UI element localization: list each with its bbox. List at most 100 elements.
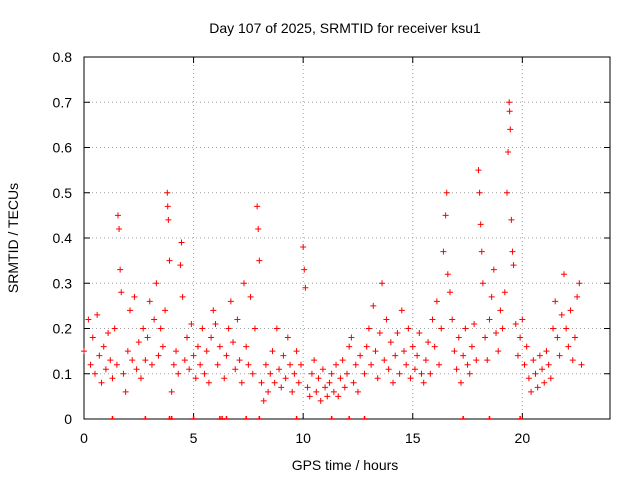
data-point xyxy=(507,126,514,133)
baseline-point xyxy=(109,416,116,420)
data-point xyxy=(333,361,340,368)
data-point xyxy=(486,316,493,323)
data-point xyxy=(238,379,245,386)
y-tick-label: 0 xyxy=(64,411,72,427)
data-point xyxy=(245,361,252,368)
data-point xyxy=(431,343,438,350)
data-point xyxy=(159,343,166,350)
data-point xyxy=(523,343,530,350)
data-point xyxy=(190,352,197,359)
data-point xyxy=(370,302,377,309)
data-point xyxy=(497,307,504,314)
data-point xyxy=(258,379,265,386)
data-point xyxy=(363,343,370,350)
data-point xyxy=(429,316,436,323)
data-point xyxy=(571,334,578,341)
data-point xyxy=(493,330,500,337)
data-point xyxy=(539,366,546,373)
data-point xyxy=(344,370,350,377)
data-point xyxy=(453,366,460,373)
data-point xyxy=(135,339,142,346)
data-point xyxy=(560,271,567,278)
axis-ticks: 0 5 10 15 20 0 0.1 0.2 0.3 0.4 0.5 0.6 0.7 0.8 xyxy=(53,49,610,446)
data-point xyxy=(100,343,107,350)
data-point xyxy=(444,271,451,278)
data-point xyxy=(184,334,191,341)
data-point xyxy=(102,366,109,373)
data-point xyxy=(173,348,180,355)
baseline-point xyxy=(486,416,493,420)
data-point xyxy=(346,343,353,350)
data-point xyxy=(153,280,160,287)
data-point xyxy=(569,357,576,364)
data-point xyxy=(503,189,510,196)
data-point xyxy=(506,108,513,115)
data-point xyxy=(403,361,410,368)
data-point xyxy=(142,357,149,364)
data-point xyxy=(165,216,172,223)
data-point xyxy=(234,316,241,323)
data-point xyxy=(282,375,289,382)
data-point xyxy=(256,257,263,264)
data-point xyxy=(425,339,432,346)
data-point xyxy=(280,352,287,359)
data-point xyxy=(120,370,127,377)
data-point xyxy=(260,397,267,404)
data-point xyxy=(427,370,434,377)
data-point xyxy=(476,189,483,196)
data-point xyxy=(339,357,346,364)
data-point xyxy=(484,357,491,364)
data-point xyxy=(124,348,131,355)
data-point xyxy=(131,293,138,300)
data-point xyxy=(181,357,188,364)
data-point xyxy=(455,334,462,341)
data-point xyxy=(214,361,221,368)
data-point xyxy=(243,343,250,350)
data-point xyxy=(170,361,177,368)
data-point xyxy=(105,330,112,337)
data-point xyxy=(188,320,195,327)
data-point xyxy=(177,262,184,269)
data-point xyxy=(387,339,394,346)
data-point xyxy=(554,334,561,341)
data-point xyxy=(330,388,337,395)
data-point xyxy=(313,388,320,395)
data-point xyxy=(291,370,298,377)
data-point xyxy=(129,357,136,364)
y-axis-label: SRMTID / TECUs xyxy=(5,183,21,293)
data-point xyxy=(324,393,331,400)
data-point xyxy=(107,357,114,364)
data-point xyxy=(87,361,94,368)
data-point xyxy=(175,370,182,377)
data-point xyxy=(396,370,403,377)
data-point xyxy=(556,352,563,359)
y-tick-label: 0.8 xyxy=(53,49,73,65)
data-point xyxy=(449,316,456,323)
x-tick-label: 10 xyxy=(295,430,311,446)
y-tick-label: 0.2 xyxy=(53,321,73,337)
data-point xyxy=(273,325,280,332)
data-point xyxy=(113,361,120,368)
data-point xyxy=(317,397,324,404)
data-point xyxy=(81,348,87,355)
data-point xyxy=(558,311,565,318)
data-point xyxy=(151,316,158,323)
data-point xyxy=(464,361,471,368)
data-point xyxy=(536,352,543,359)
data-point xyxy=(565,343,572,350)
data-point xyxy=(390,379,397,386)
data-point xyxy=(490,266,497,273)
data-point xyxy=(545,361,552,368)
data-point xyxy=(578,361,585,368)
baseline-point xyxy=(168,416,175,420)
y-tick-label: 0.1 xyxy=(53,366,73,382)
data-point xyxy=(155,352,162,359)
data-point xyxy=(471,320,478,327)
data-point xyxy=(287,361,294,368)
data-point xyxy=(337,375,344,382)
data-point xyxy=(420,379,427,386)
baseline-point xyxy=(517,416,524,420)
data-point xyxy=(532,370,539,377)
baseline-point xyxy=(361,416,368,420)
